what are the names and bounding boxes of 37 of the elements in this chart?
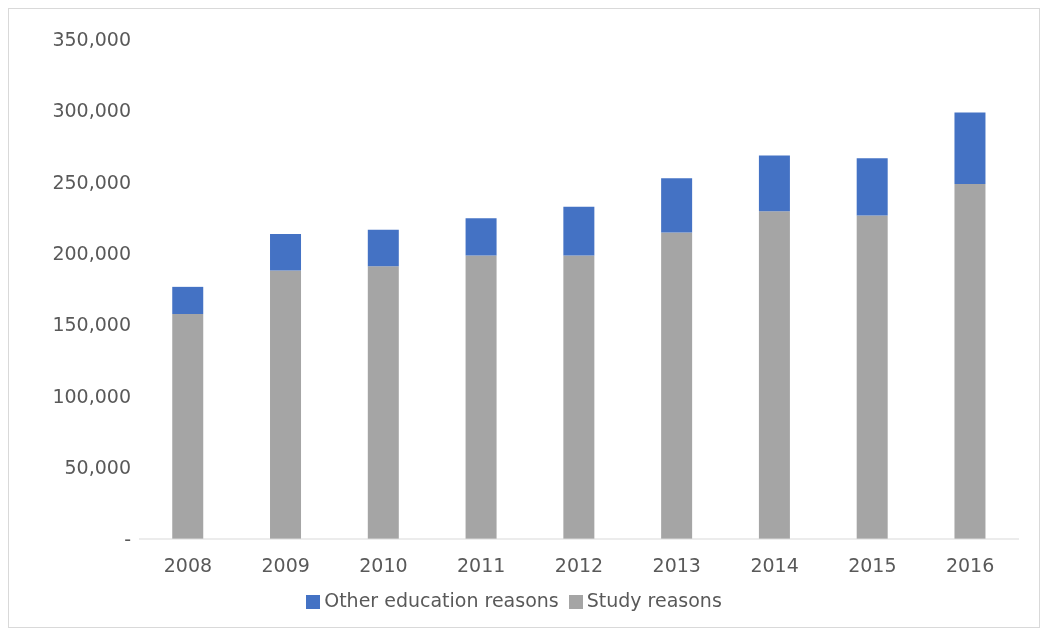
x-tick-label: 2011 [457, 554, 506, 577]
x-tick-label: 2009 [261, 554, 310, 577]
x-tick-label: 2013 [652, 554, 701, 577]
y-tick-label: - [124, 527, 131, 550]
x-tick-label: 2012 [554, 554, 604, 577]
bar [661, 232, 693, 539]
y-tick-label: 350,000 [52, 27, 131, 50]
x-tick-label: 2010 [359, 554, 408, 577]
y-tick-label: 300,000 [52, 99, 131, 122]
bar [367, 266, 399, 539]
y-tick-label: 150,000 [52, 313, 131, 336]
bar [465, 255, 497, 539]
bar [954, 112, 986, 184]
y-tick-label: 50,000 [64, 456, 131, 479]
bar [172, 314, 204, 539]
bar [661, 178, 693, 233]
bar [856, 215, 888, 539]
y-tick-label: 200,000 [52, 242, 131, 265]
bar [758, 155, 790, 212]
bar [465, 218, 497, 256]
bar [954, 184, 986, 539]
y-tick-label: 100,000 [52, 384, 131, 407]
legend-label: Other education reasons [324, 589, 559, 611]
bar [758, 211, 790, 539]
x-tick-label: 2014 [750, 554, 799, 577]
bar [270, 234, 302, 271]
y-tick-label: 250,000 [52, 170, 131, 193]
bar [856, 158, 888, 216]
x-tick-label: 2015 [848, 554, 897, 577]
bar [563, 255, 595, 539]
bar [270, 270, 302, 539]
x-tick-label: 2008 [163, 554, 213, 577]
bar [367, 229, 399, 267]
legend-label: Study reasons [586, 589, 722, 611]
x-tick-label: 2016 [945, 554, 995, 577]
bar [172, 286, 204, 314]
bar [563, 206, 595, 256]
